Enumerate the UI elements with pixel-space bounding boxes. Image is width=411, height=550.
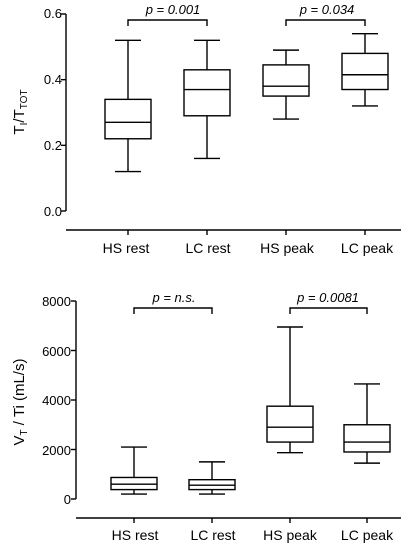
x-tick-label: HS peak: [263, 527, 318, 543]
chart-top: TI/TTOT 0.0 0.2 0.4 0.6 HS rest LC rest …: [11, 2, 401, 256]
boxes-bottom: [110, 326, 391, 495]
x-tick-label: LC rest: [185, 240, 230, 256]
box-iqr: [183, 69, 231, 117]
y-tick-label: 2000: [42, 443, 71, 458]
x-tick-label: HS rest: [103, 240, 150, 256]
significance-bracket: [285, 19, 366, 26]
x-tick-label: LC peak: [341, 240, 394, 256]
axes-bottom: [71, 300, 401, 523]
significance-bracket: [133, 307, 213, 314]
brackets-top: [127, 19, 366, 26]
y-tick-label: 6000: [42, 344, 71, 359]
significance-bracket: [289, 307, 368, 314]
brackets-bottom: [133, 307, 368, 314]
x-tick-label: LC peak: [341, 527, 394, 543]
y-tick-label: 0.2: [44, 138, 62, 153]
y-tick-label: 4000: [42, 393, 71, 408]
y-tick-label: 8000: [42, 294, 71, 309]
p-value-annotation: p = 0.034: [299, 2, 355, 17]
y-axis-label-top: TI/TTOT: [11, 89, 30, 134]
p-value-annotation: p = n.s.: [152, 290, 196, 305]
box-iqr: [104, 98, 152, 140]
p-value-annotation: p = 0.0081: [296, 290, 359, 305]
y-tick-label: 0.0: [44, 204, 62, 219]
box-iqr: [341, 52, 389, 91]
y-tick-label: 0: [64, 492, 71, 507]
y-tick-label: 0.4: [44, 72, 62, 87]
x-tick-label: LC rest: [190, 527, 235, 543]
boxes-top: [104, 33, 389, 173]
y-tick-label: 0.6: [44, 6, 62, 21]
x-tick-label: HS peak: [260, 240, 315, 256]
box-iqr: [262, 64, 310, 97]
x-tick-label: HS rest: [112, 527, 159, 543]
box-iqr: [266, 405, 314, 443]
significance-bracket: [127, 19, 208, 26]
box-iqr: [343, 424, 391, 453]
chart-bottom: VT / Ti (mL/s) 0 2000 4000 6000 8000 HS …: [11, 290, 401, 543]
y-axis-label-bottom: VT / Ti (mL/s): [11, 359, 30, 446]
axes-top: [61, 13, 401, 235]
p-value-annotation: p = 0.001: [145, 2, 201, 17]
